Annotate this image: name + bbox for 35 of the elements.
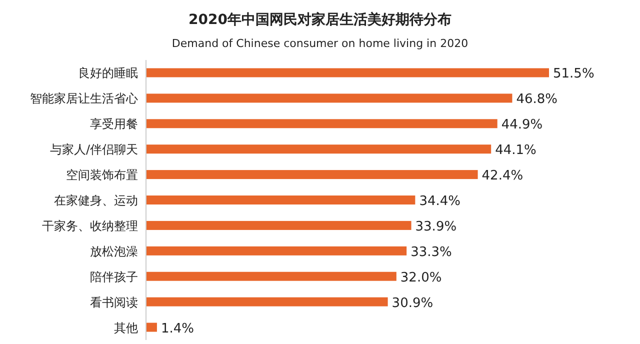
data-label: 42.4%: [482, 168, 524, 184]
data-label: 33.9%: [415, 219, 457, 234]
y-tick-label: 良好的睡眠: [78, 66, 138, 80]
y-tick-label: 智能家居让生活省心: [30, 92, 138, 106]
chart-subtitle: Demand of Chinese consumer on home living in 2020: [172, 37, 468, 50]
bar: [146, 94, 512, 103]
y-tick-label: 空间装饰布置: [66, 168, 138, 182]
bar: [146, 322, 157, 332]
bar: [146, 196, 416, 204]
bar: [146, 170, 478, 180]
bar: [146, 297, 388, 306]
bar: [146, 272, 396, 281]
data-label: 34.4%: [419, 194, 460, 209]
data-label: 1.4%: [160, 321, 194, 336]
y-tick-label: 干家务、收纳整理: [42, 218, 138, 233]
data-label: 33.3%: [410, 244, 452, 260]
bar: [146, 119, 498, 128]
y-tick-label: 陪伴孩子: [90, 270, 138, 284]
bar: [146, 220, 412, 230]
bar: [146, 144, 492, 154]
data-label: 30.9%: [392, 296, 434, 311]
y-tick-label: 享受用餐: [90, 117, 138, 132]
data-label: 44.9%: [501, 118, 543, 133]
data-label: 44.1%: [495, 143, 536, 158]
bar: [146, 68, 549, 78]
y-tick-label: 其他: [114, 320, 138, 335]
y-tick-label: 放松泡澡: [90, 244, 138, 258]
data-label: 51.5%: [553, 66, 594, 82]
data-label: 46.8%: [516, 92, 558, 108]
y-tick-label: 在家健身、运动: [54, 194, 138, 208]
y-tick-label: 与家人/伴侣聊天: [50, 142, 138, 157]
data-label: 32.0%: [400, 270, 442, 286]
bar: [146, 246, 407, 256]
y-tick-label: 看书阅读: [90, 295, 138, 310]
chart-title: 2020年中国网民对家居生活美好期待分布: [188, 11, 452, 28]
